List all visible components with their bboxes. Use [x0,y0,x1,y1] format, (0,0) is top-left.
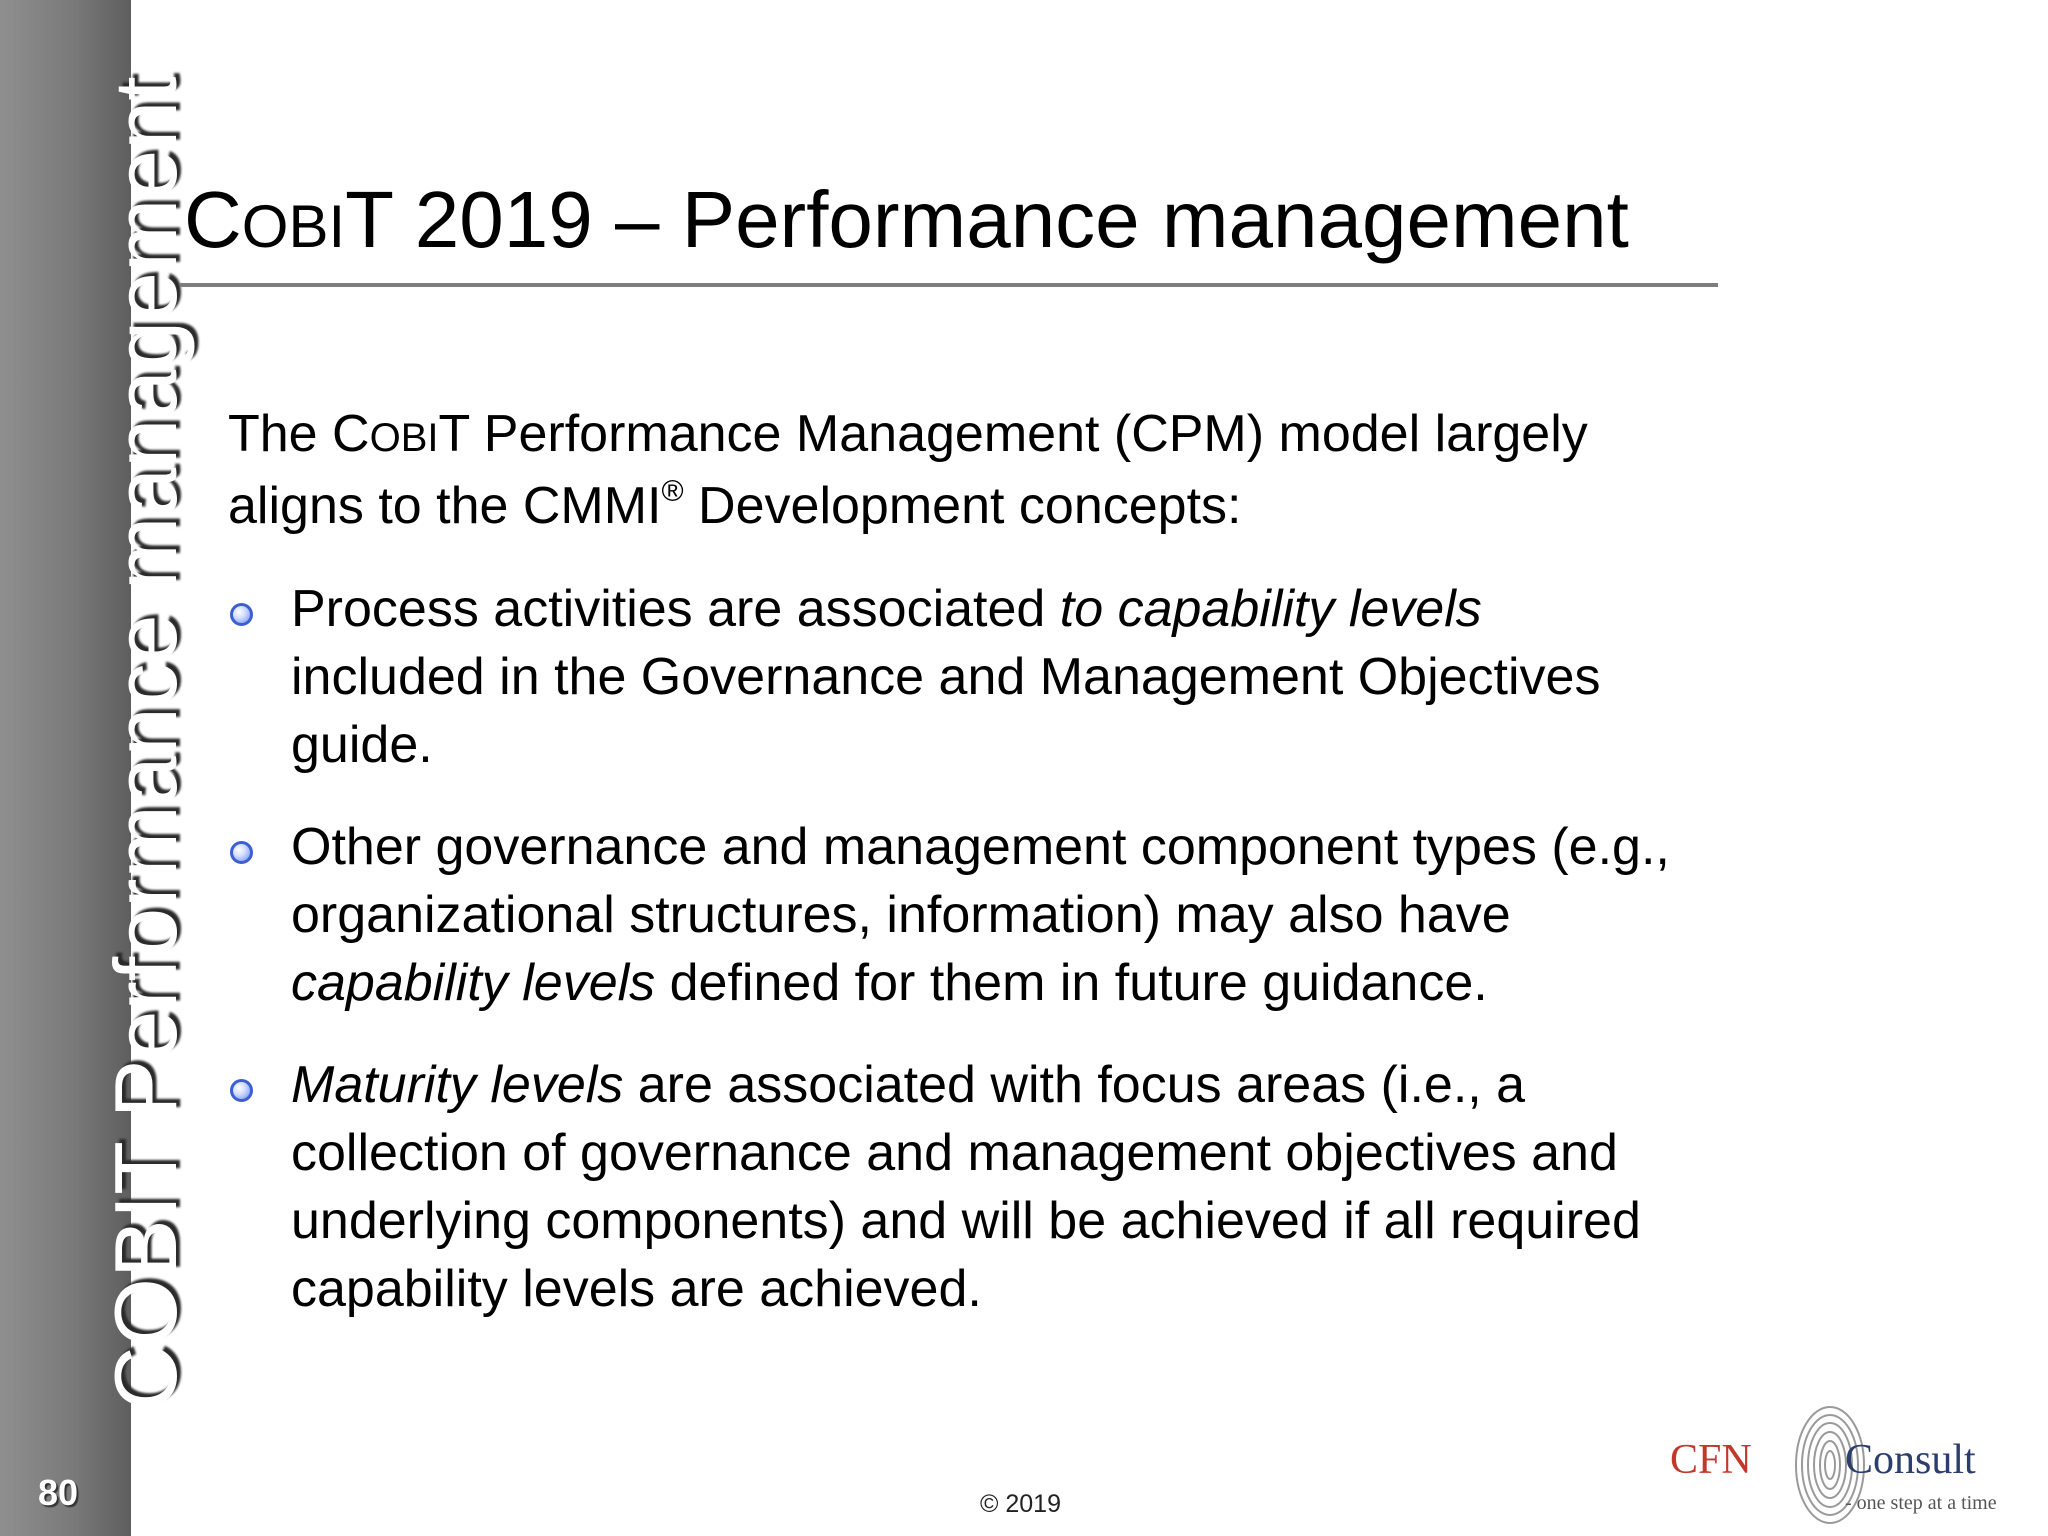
company-logo: CFN Consult - one step at a time [1670,1400,2040,1530]
sidebar-vertical-title: COBIT Performance management [96,76,195,1410]
bullet-circle-icon [230,841,253,864]
page-number: 80 [38,1472,79,1513]
bullet-text: Process activities are associated [291,580,1060,638]
intro-part-2: T Performance Management (CPM) model lar… [228,405,1588,535]
logo-consult-text: Consult [1845,1437,1976,1483]
title-part-c: C [184,175,242,264]
title-part-rest: T 2019 – Performance management [345,175,1629,264]
title-divider [180,283,1718,287]
bullet-text: are associated with focus areas (i.e., a… [291,1056,1641,1318]
fingerprint-icon [1795,1406,1865,1524]
bullet-item: Other governance and management componen… [228,813,1688,1017]
bullet-emphasis: capability levels [291,954,656,1012]
bullet-emphasis: to capability levels [1059,580,1482,638]
bullet-item: Maturity levels are associated with focu… [228,1051,1688,1323]
bullet-circle-icon [230,1079,253,1102]
bullet-emphasis: Maturity levels [291,1056,624,1114]
title-part-obi: OBI [241,193,346,260]
bullet-circle-icon [230,603,253,626]
logo-cfn-text: CFN [1670,1437,1752,1483]
bullet-text: included in the Governance and Managemen… [291,648,1601,774]
intro-paragraph: The COBIT Performance Management (CPM) m… [228,400,1688,540]
intro-part-3: Development concepts: [683,477,1242,535]
bullet-item: Process activities are associated to cap… [228,575,1688,779]
logo-tagline: - one step at a time [1845,1492,1997,1514]
intro-part-obi: OBI [369,416,439,460]
bullet-list: Process activities are associated to cap… [228,575,1688,1357]
intro-part-1: The C [228,405,370,463]
footer-copyright: © 2019 [980,1490,1061,1518]
slide-title: COBIT 2019 – Performance management [184,180,1629,260]
sidebar: COBIT Performance management 80 [0,0,195,1536]
registered-mark: ® [661,475,684,508]
bullet-text: Other governance and management componen… [291,818,1670,944]
bullet-text: defined for them in future guidance. [655,954,1488,1012]
